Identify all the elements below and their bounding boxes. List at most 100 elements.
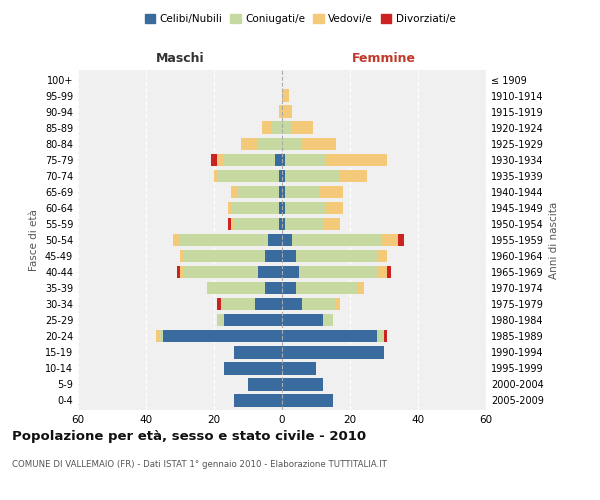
Bar (278, 106, 282, 118)
Bar (258, 138, 282, 150)
Bar (323, 314, 333, 326)
Bar (282, 378, 323, 390)
Bar (221, 298, 282, 310)
Bar (231, 202, 282, 214)
Bar (217, 298, 282, 310)
Bar (217, 314, 282, 326)
Bar (377, 250, 388, 262)
Bar (278, 218, 282, 230)
Bar (302, 138, 337, 150)
Text: Popolazione per età, sesso e stato civile - 2010: Popolazione per età, sesso e stato civil… (12, 430, 366, 443)
Bar (278, 170, 282, 182)
Bar (323, 218, 340, 230)
Bar (160, 330, 282, 342)
Bar (235, 394, 282, 406)
Bar (224, 362, 282, 374)
Bar (235, 346, 282, 358)
Bar (227, 202, 282, 214)
Bar (173, 234, 282, 246)
Bar (319, 186, 343, 198)
Bar (278, 186, 282, 198)
Bar (278, 202, 282, 214)
Bar (282, 138, 302, 150)
Legend: Celibi/Nubili, Coniugati/e, Vedovi/e, Divorziati/e: Celibi/Nubili, Coniugati/e, Vedovi/e, Di… (140, 10, 460, 29)
Bar (180, 266, 282, 278)
Bar (292, 122, 313, 134)
Bar (388, 266, 391, 278)
Bar (231, 218, 282, 230)
Y-axis label: Fasce di età: Fasce di età (29, 209, 39, 271)
Bar (217, 154, 282, 166)
Bar (286, 218, 323, 230)
Bar (380, 234, 398, 246)
Bar (299, 266, 377, 278)
Bar (224, 362, 282, 374)
Bar (238, 186, 282, 198)
Bar (262, 122, 282, 134)
Bar (231, 186, 282, 198)
Bar (282, 202, 286, 214)
Bar (337, 298, 340, 310)
Text: Maschi: Maschi (155, 52, 205, 65)
Bar (235, 346, 282, 358)
Bar (326, 202, 343, 214)
Bar (235, 346, 282, 358)
Bar (180, 250, 282, 262)
Bar (217, 170, 282, 182)
Bar (282, 170, 286, 182)
Bar (282, 298, 302, 310)
Bar (262, 122, 282, 134)
Bar (286, 154, 326, 166)
Bar (265, 282, 282, 294)
Bar (282, 282, 296, 294)
Bar (282, 218, 286, 230)
Bar (235, 394, 282, 406)
Bar (248, 378, 282, 390)
Bar (224, 362, 282, 374)
Bar (235, 218, 282, 230)
Bar (180, 234, 282, 246)
Bar (255, 298, 282, 310)
Bar (286, 170, 340, 182)
Bar (272, 122, 282, 134)
Bar (184, 250, 282, 262)
Bar (235, 394, 282, 406)
Bar (224, 314, 282, 326)
Y-axis label: Anni di nascita: Anni di nascita (549, 202, 559, 278)
Bar (221, 298, 282, 310)
Bar (258, 266, 282, 278)
Bar (282, 122, 292, 134)
Bar (296, 282, 357, 294)
Bar (235, 394, 282, 406)
Bar (214, 170, 282, 182)
Bar (286, 186, 319, 198)
Bar (282, 266, 299, 278)
Bar (268, 234, 282, 246)
Bar (282, 234, 292, 246)
Bar (326, 154, 388, 166)
Bar (241, 138, 282, 150)
Bar (207, 282, 282, 294)
Bar (217, 314, 282, 326)
Bar (282, 186, 286, 198)
Bar (207, 282, 282, 294)
Bar (211, 154, 282, 166)
Bar (282, 106, 292, 118)
Bar (248, 378, 282, 390)
Bar (231, 186, 282, 198)
Bar (176, 266, 282, 278)
Bar (173, 234, 282, 246)
Bar (275, 154, 282, 166)
Bar (227, 218, 282, 230)
Bar (286, 202, 326, 214)
Bar (184, 266, 282, 278)
Bar (282, 330, 377, 342)
Bar (398, 234, 404, 246)
Bar (235, 346, 282, 358)
Bar (292, 234, 380, 246)
Bar (282, 346, 384, 358)
Bar (248, 378, 282, 390)
Bar (224, 362, 282, 374)
Bar (227, 202, 282, 214)
Text: COMUNE DI VALLEMAIO (FR) - Dati ISTAT 1° gennaio 2010 - Elaborazione TUTTITALIA.: COMUNE DI VALLEMAIO (FR) - Dati ISTAT 1°… (12, 460, 387, 469)
